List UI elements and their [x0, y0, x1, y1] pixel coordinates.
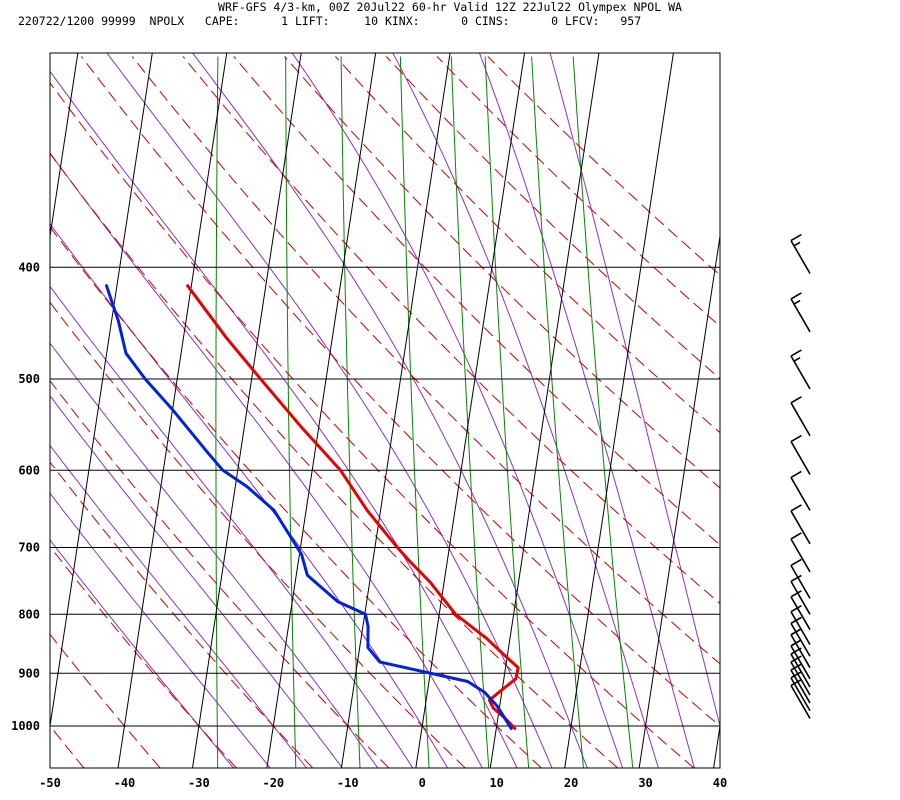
dry-adiabat-line: [487, 56, 720, 276]
isobars: [50, 266, 720, 727]
moist-adiabat-line: [478, 53, 695, 768]
isotherm-line: [564, 53, 674, 768]
y-tick-label: 900: [18, 666, 40, 680]
isotherm-line: [266, 53, 377, 768]
dry-adiabat-line: [50, 152, 619, 768]
wind-barb: [790, 470, 811, 511]
x-tick-label: -40: [114, 776, 136, 790]
moist-adiabat-line: [50, 539, 235, 768]
moist-adiabat-line: [549, 53, 720, 729]
x-tick-label: 20: [564, 776, 578, 790]
isotherm-line: [0, 53, 3, 768]
chart-title: WRF-GFS 4/3-km, 00Z 20Jul22 60-hr Valid …: [218, 0, 682, 14]
wind-barb: [790, 434, 811, 475]
moist-adiabat-line: [50, 285, 414, 768]
y-tick-label: 400: [18, 260, 40, 274]
isotherm-line: [415, 53, 526, 768]
dry-adiabat-line: [335, 56, 720, 434]
y-tick-label: 500: [18, 372, 40, 386]
x-tick-label: 30: [638, 776, 652, 790]
wind-barb: [790, 678, 811, 719]
wind-barb: [790, 532, 811, 573]
wind-barb: [790, 574, 811, 615]
x-tick-labels: -50 -40 -30 -20 -10 0 10 20 30 40: [39, 776, 727, 790]
y-tick-label: 1000: [11, 719, 40, 733]
dry-adiabat-line: [50, 545, 237, 768]
y-tick-label: 800: [18, 607, 40, 621]
wind-barb: [790, 504, 811, 545]
y-tick-labels: 400 500 600 700 800 900 1000: [11, 260, 40, 733]
plot-frame: [49, 52, 721, 769]
moist-adiabat-line: [392, 53, 659, 768]
dry-adiabat-line: [50, 725, 85, 768]
dry-adiabat-line: [50, 633, 161, 768]
dry-adiabats: [0, 56, 720, 769]
dry-adiabat-line: [50, 301, 466, 768]
x-tick-label: -50: [39, 776, 61, 790]
temperature-profile: [186, 284, 520, 730]
moist-adiabat-line: [50, 342, 379, 768]
x-tick-label: -20: [262, 776, 284, 790]
dry-adiabat-line: [50, 380, 390, 768]
x-tick-label: -10: [337, 776, 359, 790]
dewpoint-profile: [105, 284, 513, 730]
mixing-ratio-line: [531, 56, 584, 768]
isotherms: [0, 53, 720, 768]
dry-adiabat-line: [131, 56, 720, 665]
isotherm-line: [340, 53, 451, 768]
wind-barb: [790, 349, 811, 390]
wind-barb: [790, 558, 811, 599]
moist-adiabat-line: [106, 53, 553, 768]
wind-barb: [790, 292, 811, 333]
dry-adiabat-line: [0, 57, 8, 769]
dry-adiabat-line: [81, 56, 720, 727]
moist-adiabat-line: [50, 152, 483, 768]
isotherm-line: [192, 53, 302, 768]
moist-adiabats: [50, 53, 720, 768]
sounding-profiles: [105, 284, 520, 730]
wind-barb: [790, 628, 811, 669]
dry-adiabat-line: [50, 461, 314, 768]
mixing-ratio-line: [215, 56, 219, 768]
y-tick-label: 700: [18, 540, 40, 554]
moist-adiabat-line: [291, 53, 624, 768]
x-tick-label: -30: [188, 776, 210, 790]
dry-adiabat-line: [284, 56, 720, 489]
wind-barb: [790, 233, 811, 274]
wind-barb: [790, 605, 811, 646]
x-tick-label: 40: [713, 776, 727, 790]
isotherm-line: [489, 53, 600, 768]
wind-barb: [790, 590, 811, 631]
moist-adiabat-line: [50, 492, 271, 768]
isotherm-line: [638, 232, 720, 768]
x-tick-label: 0: [419, 776, 426, 790]
moist-adiabat-line: [191, 53, 588, 768]
mixing-ratio-line: [399, 56, 430, 768]
isotherm-line: [50, 53, 153, 730]
dry-adiabat-line: [50, 82, 695, 768]
wind-barb: [790, 396, 811, 437]
mixing-ratio-lines: [215, 56, 634, 768]
chart-header: WRF-GFS 4/3-km, 00Z 20Jul22 60-hr Valid …: [0, 0, 900, 30]
moist-adiabat-line: [50, 444, 308, 768]
y-tick-label: 600: [18, 463, 40, 477]
wind-barbs: [790, 233, 811, 719]
sounding-indices: 220722/1200 99999 NPOLX CAPE: 1 LIFT: 10…: [18, 14, 642, 28]
x-tick-label: 10: [489, 776, 503, 790]
isotherm-line: [50, 53, 79, 240]
dry-adiabat-line: [50, 225, 542, 768]
